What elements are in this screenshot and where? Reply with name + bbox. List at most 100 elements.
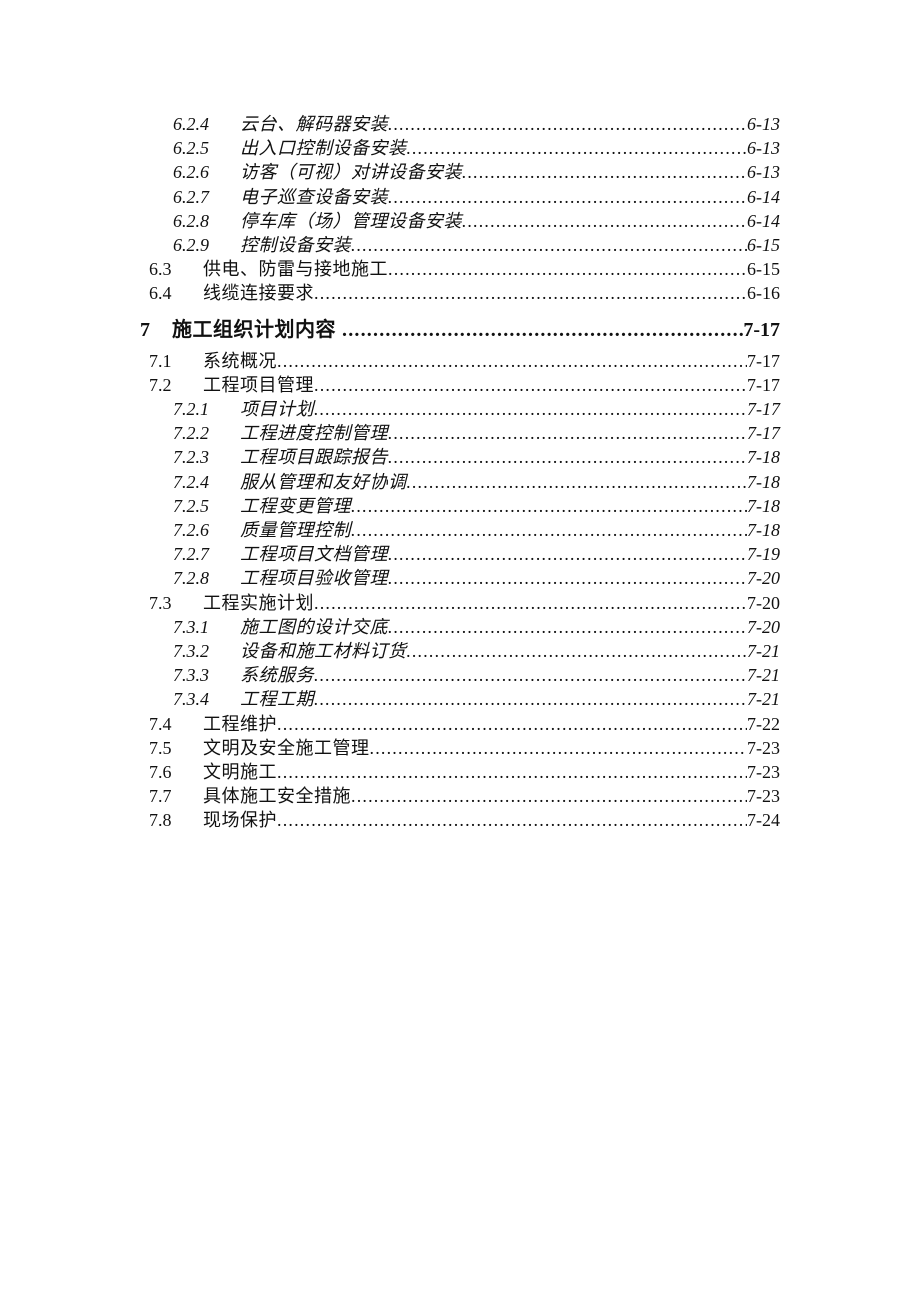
toc-entry-title: 文明及安全施工管理 xyxy=(203,737,370,758)
toc-entry-7.2.1[interactable]: 7.2.1 项目计划 7-17 xyxy=(0,397,920,421)
dot-leader xyxy=(407,136,748,160)
dot-leader xyxy=(351,494,747,518)
toc-entry-page: 6-13 xyxy=(747,162,780,183)
toc-entry-7.5[interactable]: 7.5 文明及安全施工管理 7-23 xyxy=(0,736,920,760)
toc-entry-page: 6-15 xyxy=(747,259,780,280)
toc-entry-7.3.2[interactable]: 7.3.2 设备和施工材料订货 7-21 xyxy=(0,639,920,663)
toc-entry-7.3.4[interactable]: 7.3.4 工程工期 7-21 xyxy=(0,687,920,711)
toc-entry-7.2.2[interactable]: 7.2.2 工程进度控制管理 7-17 xyxy=(0,421,920,445)
toc-entry-number: 6.2.8 xyxy=(173,210,209,231)
toc-entry-6.4[interactable]: 6.4 线缆连接要求 6-16 xyxy=(0,281,920,305)
toc-entry-7.2.8[interactable]: 7.2.8 工程项目验收管理 7-20 xyxy=(0,566,920,590)
dot-leader xyxy=(342,317,743,343)
toc-entry-title: 工程项目管理 xyxy=(203,374,314,395)
toc-entry-7.6[interactable]: 7.6 文明施工 7-23 xyxy=(0,760,920,784)
toc-entry-7.4[interactable]: 7.4 工程维护 7-22 xyxy=(0,712,920,736)
dot-leader xyxy=(314,687,747,711)
toc-entry-7.7[interactable]: 7.7 具体施工安全措施 7-23 xyxy=(0,784,920,808)
toc-entry-7.2.4[interactable]: 7.2.4 服从管理和友好协调 7-18 xyxy=(0,470,920,494)
toc-entry-title: 现场保护 xyxy=(203,810,277,831)
toc-entry-7.1[interactable]: 7.1 系统概况 7-17 xyxy=(0,349,920,373)
toc-entry-page: 7-23 xyxy=(747,762,780,783)
toc-entry-6.2.7[interactable]: 6.2.7 电子巡查设备安装 6-14 xyxy=(0,185,920,209)
toc-entry-title: 工程工期 xyxy=(240,689,314,710)
toc-entry-number: 7.5 xyxy=(149,737,172,758)
toc-entry-title: 系统服务 xyxy=(240,665,314,686)
toc-entry-number: 7.8 xyxy=(149,810,172,831)
toc-entry-title: 设备和施工材料订货 xyxy=(240,641,407,662)
toc-entry-7.2[interactable]: 7.2 工程项目管理 7-17 xyxy=(0,373,920,397)
toc-entry-number: 7.2 xyxy=(149,374,172,395)
dot-leader xyxy=(388,445,747,469)
dot-leader xyxy=(351,784,747,808)
toc-entry-title: 电子巡查设备安装 xyxy=(240,186,388,207)
dot-leader xyxy=(388,185,747,209)
toc-entry-number: 6.4 xyxy=(149,283,172,304)
toc-entry-title: 线缆连接要求 xyxy=(203,283,314,304)
toc-entry-page: 7-17 xyxy=(743,318,780,341)
toc-entry-7[interactable]: 7 施工组织计划内容 7-17 xyxy=(0,317,920,343)
toc-entry-number: 7.2.2 xyxy=(173,423,209,444)
toc-entry-page: 6-14 xyxy=(747,210,780,231)
dot-leader xyxy=(388,257,747,281)
toc-entry-title: 云台、解码器安装 xyxy=(240,114,388,134)
toc-entry-7.2.3[interactable]: 7.2.3 工程项目跟踪报告 7-18 xyxy=(0,445,920,469)
toc-entry-number: 6.2.4 xyxy=(173,114,209,134)
toc-entry-title: 停车库（场）管理设备安装 xyxy=(240,210,462,231)
toc-entry-title: 工程项目验收管理 xyxy=(240,568,388,589)
toc-entry-6.2.6[interactable]: 6.2.6 访客（可视）对讲设备安装 6-13 xyxy=(0,160,920,184)
toc-entry-page: 7-18 xyxy=(747,447,780,468)
toc-entry-page: 6-13 xyxy=(747,138,780,159)
toc-entry-number: 6.3 xyxy=(149,259,172,280)
toc-entry-title: 施工图的设计交底 xyxy=(240,616,388,637)
toc-entry-number: 7 xyxy=(140,318,150,341)
toc-entry-page: 7-21 xyxy=(747,641,780,662)
toc-entry-title: 工程变更管理 xyxy=(240,495,351,516)
toc-entry-7.3[interactable]: 7.3 工程实施计划 7-20 xyxy=(0,591,920,615)
toc-entry-page: 6-15 xyxy=(747,235,780,256)
toc-entry-number: 7.6 xyxy=(149,762,172,783)
toc-entry-title: 工程实施计划 xyxy=(203,592,314,613)
toc-entry-number: 7.3.1 xyxy=(173,616,209,637)
dot-leader xyxy=(314,281,747,305)
toc-entry-number: 7.3.3 xyxy=(173,665,209,686)
toc-entry-7.2.5[interactable]: 7.2.5 工程变更管理 7-18 xyxy=(0,494,920,518)
toc-entry-6.2.9[interactable]: 6.2.9 控制设备安装 6-15 xyxy=(0,233,920,257)
toc-entry-page: 7-20 xyxy=(747,616,780,637)
toc-entry-page: 6-13 xyxy=(747,114,780,134)
toc-entry-page: 6-14 xyxy=(747,186,780,207)
toc-entry-title: 出入口控制设备安装 xyxy=(240,138,407,159)
dot-leader xyxy=(314,591,747,615)
toc-entry-7.3.3[interactable]: 7.3.3 系统服务 7-21 xyxy=(0,663,920,687)
toc-entry-title: 工程项目文档管理 xyxy=(240,544,388,565)
dot-leader xyxy=(388,615,747,639)
toc-entry-7.3.1[interactable]: 7.3.1 施工图的设计交底 7-20 xyxy=(0,615,920,639)
toc-entry-number: 7.3.4 xyxy=(173,689,209,710)
toc-entry-title: 具体施工安全措施 xyxy=(203,786,351,807)
dot-leader xyxy=(462,160,747,184)
dot-leader xyxy=(314,663,747,687)
toc-entry-6.3[interactable]: 6.3 供电、防雷与接地施工 6-15 xyxy=(0,257,920,281)
toc-entry-6.2.8[interactable]: 6.2.8 停车库（场）管理设备安装 6-14 xyxy=(0,209,920,233)
toc-entry-6.2.5[interactable]: 6.2.5 出入口控制设备安装 6-13 xyxy=(0,136,920,160)
toc-entry-number: 7.2.8 xyxy=(173,568,209,589)
toc-entry-page: 7-17 xyxy=(747,423,780,444)
dot-leader xyxy=(407,470,748,494)
toc-entry-title: 工程维护 xyxy=(203,713,277,734)
toc-entry-number: 6.2.9 xyxy=(173,235,209,256)
toc-entry-number: 7.2.4 xyxy=(173,471,209,492)
toc-entry-page: 7-23 xyxy=(747,786,780,807)
toc-entry-title: 项目计划 xyxy=(240,399,314,420)
toc-entry-number: 7.3 xyxy=(149,592,172,613)
toc-entry-number: 7.2.3 xyxy=(173,447,209,468)
toc-entry-number: 7.2.7 xyxy=(173,544,209,565)
toc-entry-number: 7.7 xyxy=(149,786,172,807)
toc-entry-6.2.4[interactable]: 6.2.4 云台、解码器安装 6-13 xyxy=(0,112,920,136)
toc-entry-7.2.7[interactable]: 7.2.7 工程项目文档管理 7-19 xyxy=(0,542,920,566)
toc-entry-7.2.6[interactable]: 7.2.6 质量管理控制 7-18 xyxy=(0,518,920,542)
toc-entry-title: 工程进度控制管理 xyxy=(240,423,388,444)
toc-entry-7.8[interactable]: 7.8 现场保护 7-24 xyxy=(0,808,920,832)
dot-leader xyxy=(277,760,747,784)
toc-entry-title: 访客（可视）对讲设备安装 xyxy=(240,162,462,183)
dot-leader xyxy=(277,349,747,373)
